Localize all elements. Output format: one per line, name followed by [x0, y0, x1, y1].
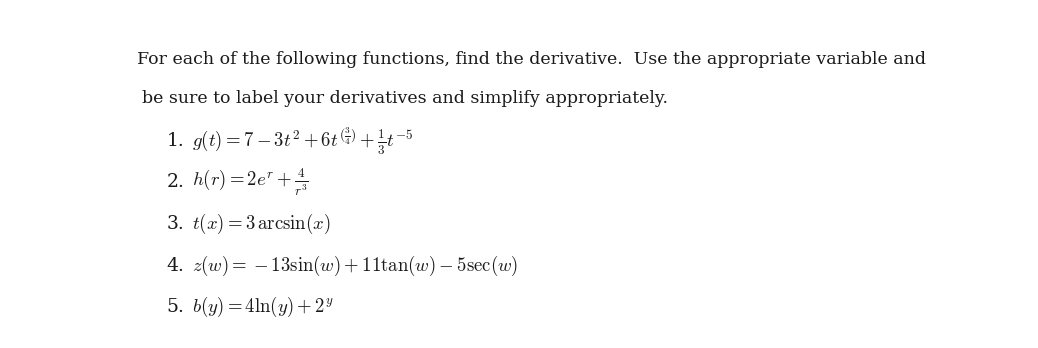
- Text: $b(y) = 4\ln(y) + 2^y$: $b(y) = 4\ln(y) + 2^y$: [192, 295, 334, 319]
- Text: 3.: 3.: [167, 215, 185, 233]
- Text: 4.: 4.: [166, 256, 185, 275]
- Text: $z(w) = -13\sin(w) + 11\tan(w) - 5\sec(w)$: $z(w) = -13\sin(w) + 11\tan(w) - 5\sec(w…: [192, 253, 519, 278]
- Text: be sure to label your derivatives and simplify appropriately.: be sure to label your derivatives and si…: [142, 90, 667, 107]
- Text: $h(r) = 2e^r + \frac{4}{r^3}$: $h(r) = 2e^r + \frac{4}{r^3}$: [192, 167, 309, 198]
- Text: 2.: 2.: [166, 173, 185, 191]
- Text: For each of the following functions, find the derivative.  Use the appropriate v: For each of the following functions, fin…: [137, 51, 927, 68]
- Text: 1.: 1.: [167, 132, 185, 150]
- Text: $t(x) = 3\,\mathrm{arcsin}(x)$: $t(x) = 3\,\mathrm{arcsin}(x)$: [192, 212, 331, 236]
- Text: 5.: 5.: [166, 298, 185, 316]
- Text: $g(t) = 7 - 3t^2 + 6t^{(\frac{3}{4})} + \frac{1}{3}t^{-5}$: $g(t) = 7 - 3t^2 + 6t^{(\frac{3}{4})} + …: [192, 125, 414, 157]
